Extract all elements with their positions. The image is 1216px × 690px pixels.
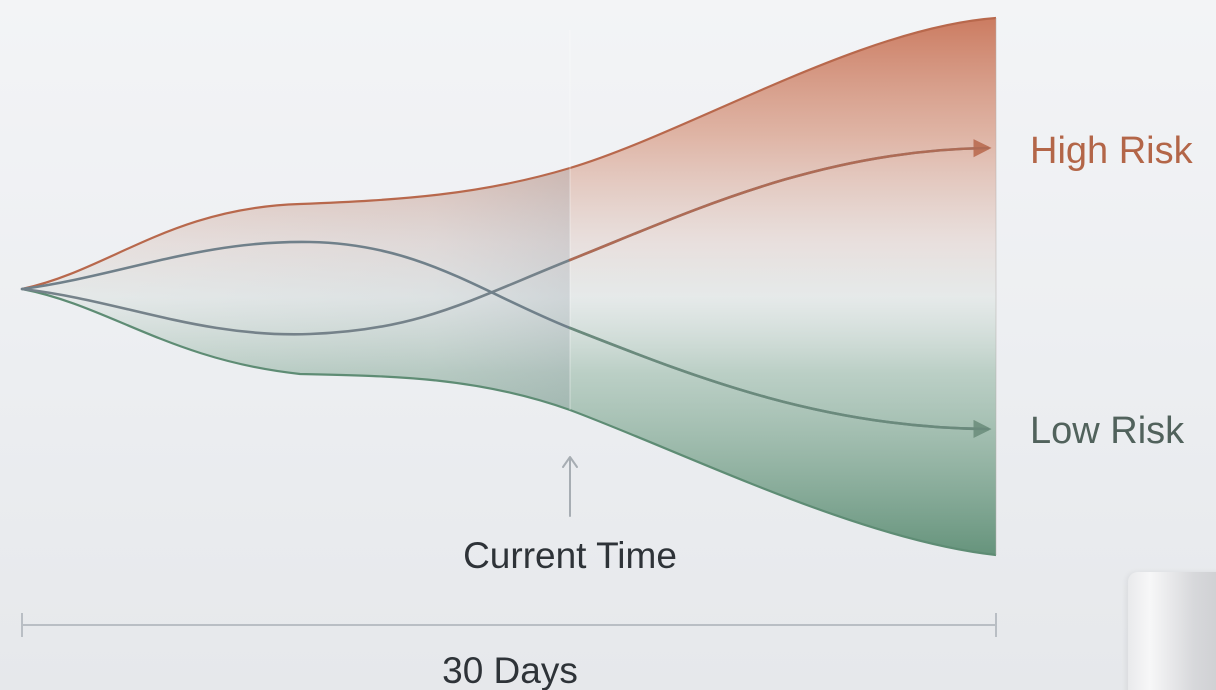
current-time-label: Current Time <box>463 535 677 576</box>
high-risk-trajectory-tail <box>568 139 992 262</box>
past-period-shade <box>22 18 570 555</box>
low-risk-trajectory-tail <box>568 326 992 439</box>
current-time-arrow-icon <box>562 456 578 517</box>
upper-band-edge <box>21 16 997 291</box>
duration-label: 30 Days <box>442 650 578 690</box>
low-risk-label: Low Risk <box>1030 410 1185 452</box>
duration-axis <box>21 613 997 637</box>
lower-band-edge <box>21 287 997 557</box>
high-risk-label: High Risk <box>1030 130 1194 172</box>
partial-card-edge <box>1128 572 1216 690</box>
